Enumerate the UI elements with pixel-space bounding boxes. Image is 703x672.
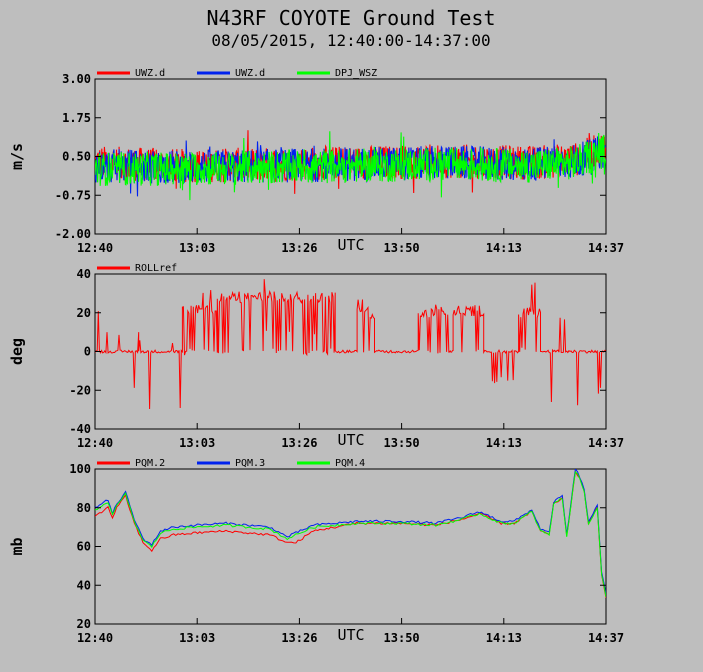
x-tick-label: 13:03 (179, 436, 215, 450)
y-tick-label: 20 (77, 306, 91, 320)
x-tick-label: 12:40 (77, 631, 113, 645)
legend-label: PQM.3 (235, 458, 265, 469)
y-axis-label: mb (8, 537, 26, 555)
series-group (95, 130, 606, 201)
y-tick-label: 20 (77, 617, 91, 631)
y-axis-label: m/s (8, 143, 26, 170)
series-group (95, 469, 606, 598)
x-tick-label: 13:03 (179, 631, 215, 645)
x-tick-label: 13:03 (179, 241, 215, 255)
x-tick-label: 14:37 (588, 241, 624, 255)
series-line-1 (95, 470, 606, 598)
y-tick-label: -40 (69, 422, 91, 436)
y-tick-label: 1.75 (62, 111, 91, 125)
series-line-3 (95, 131, 606, 201)
y-tick-label: -2.00 (55, 227, 91, 241)
y-axis-label: deg (8, 338, 26, 365)
x-tick-label: 13:50 (384, 436, 420, 450)
x-tick-label: 14:13 (486, 241, 522, 255)
legend-label: ROLLref (135, 263, 177, 274)
chart-title: N43RF COYOTE Ground Test (207, 6, 496, 30)
x-tick-label: 14:37 (588, 436, 624, 450)
y-tick-label: 100 (69, 462, 91, 476)
y-tick-label: 60 (77, 540, 91, 554)
x-tick-label: 12:40 (77, 241, 113, 255)
legend-label: UWZ.d (135, 68, 165, 79)
x-tick-label: 12:40 (77, 436, 113, 450)
x-tick-label: 13:50 (384, 631, 420, 645)
plot-frame (94, 468, 607, 625)
x-tick-label: 14:13 (486, 631, 522, 645)
y-tick-label: 40 (77, 267, 91, 281)
series-group (95, 279, 606, 410)
y-tick-label: -0.75 (55, 188, 91, 202)
y-tick-label: 0 (84, 345, 91, 359)
chart-subtitle: 08/05/2015, 12:40:00-14:37:00 (211, 31, 490, 50)
x-axis-label: UTC (337, 236, 364, 254)
series-line-2 (95, 469, 606, 595)
series-line-3 (95, 471, 606, 598)
legend-label: UWZ.d (235, 68, 265, 79)
series-line-1 (95, 279, 606, 410)
y-tick-label: -20 (69, 383, 91, 397)
x-tick-label: 14:37 (588, 631, 624, 645)
x-tick-label: 13:26 (281, 631, 317, 645)
y-tick-label: 3.00 (62, 72, 91, 86)
legend-label: PQM.2 (135, 458, 165, 469)
chart-panel-1: UWZ.d UWZ.d DPJ_WSZ3.001.750.50-0.75-2.001… (8, 68, 624, 255)
legend-label: PQM.4 (335, 458, 365, 469)
x-tick-label: 13:26 (281, 436, 317, 450)
legend-label: DPJ_WSZ (335, 68, 377, 79)
y-tick-label: 80 (77, 501, 91, 515)
x-axis-label: UTC (337, 626, 364, 644)
x-axis-label: UTC (337, 431, 364, 449)
x-tick-label: 13:50 (384, 241, 420, 255)
y-tick-label: 40 (77, 578, 91, 592)
x-tick-label: 14:13 (486, 436, 522, 450)
x-tick-label: 13:26 (281, 241, 317, 255)
y-tick-label: 0.50 (62, 150, 91, 164)
